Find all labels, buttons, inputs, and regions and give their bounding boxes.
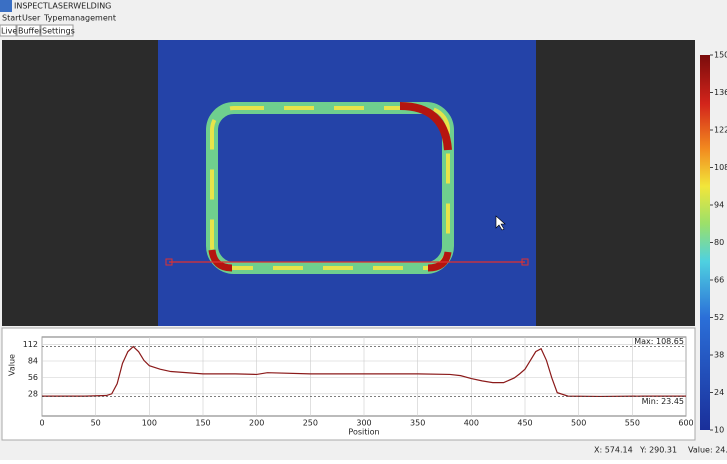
status-x: X: 574.14 <box>594 446 633 455</box>
x-tick-label: 350 <box>410 419 425 428</box>
y-tick-label: 112 <box>23 340 38 349</box>
menu-item[interactable]: Typemanagement <box>43 14 116 23</box>
hot-spot <box>427 251 452 272</box>
x-tick-label: 400 <box>464 419 479 428</box>
colorbar <box>700 55 710 430</box>
y-tick-label: 84 <box>28 356 38 365</box>
hot-spot <box>208 249 233 272</box>
profile-handle[interactable] <box>521 258 529 266</box>
colorbar-tick-label: 136 <box>714 88 727 97</box>
x-tick-label: 450 <box>517 419 532 428</box>
weld-seam-hot <box>210 106 450 270</box>
x-tick-label: 100 <box>142 419 157 428</box>
x-tick-label: 300 <box>356 419 371 428</box>
annotation: Max: 108.65 <box>634 337 684 346</box>
status-bar <box>0 441 727 460</box>
x-tick-label: 50 <box>91 419 101 428</box>
x-tick-label: 0 <box>39 419 44 428</box>
colorbar-tick-label: 108 <box>714 163 727 172</box>
colorbar-tick-label: 94 <box>714 201 724 210</box>
colorbar-tick-label: 80 <box>714 238 724 247</box>
tab-label[interactable]: Live <box>1 27 17 36</box>
app-icon <box>0 0 12 12</box>
y-tick-label: 56 <box>28 373 38 382</box>
profile-line <box>42 345 686 398</box>
hot-spot <box>399 102 452 151</box>
x-tick-label: 250 <box>303 419 318 428</box>
x-tick-label: 550 <box>625 419 640 428</box>
cursor <box>495 215 506 231</box>
colorbar-tick-label: 38 <box>714 351 724 360</box>
x-tick-label: 600 <box>678 419 693 428</box>
tab-label[interactable]: Settings <box>42 27 75 36</box>
annotation: Min: 23.45 <box>642 397 684 406</box>
thermal-image <box>158 40 536 326</box>
menu-item[interactable]: Start <box>2 14 22 23</box>
x-tick-label: 150 <box>195 419 210 428</box>
x-tick-label: 200 <box>249 419 264 428</box>
window-title: INSPECTLASERWELDING <box>14 2 111 11</box>
colorbar-tick-label: 10 <box>714 426 724 435</box>
y-axis-label: Value <box>8 354 17 376</box>
colorbar-tick-label: 150 <box>714 51 727 60</box>
y-tick-label: 28 <box>28 389 38 398</box>
tab-label[interactable]: Buffer <box>18 27 43 36</box>
status-value: Value: 24.35 <box>688 446 727 455</box>
tab[interactable] <box>16 24 41 37</box>
tab[interactable] <box>0 24 17 37</box>
profile-handle[interactable] <box>165 258 173 266</box>
x-tick-label: 500 <box>571 419 586 428</box>
colorbar-tick-label: 66 <box>714 276 724 285</box>
colorbar-tick-label: 122 <box>714 126 727 135</box>
x-axis-label: Position <box>348 428 379 437</box>
status-y: Y: 290.31 <box>639 446 677 455</box>
colorbar-tick-label: 52 <box>714 313 724 322</box>
colorbar-tick-label: 24 <box>714 388 724 397</box>
tab[interactable] <box>40 24 74 37</box>
menu-item[interactable]: User <box>22 14 41 23</box>
